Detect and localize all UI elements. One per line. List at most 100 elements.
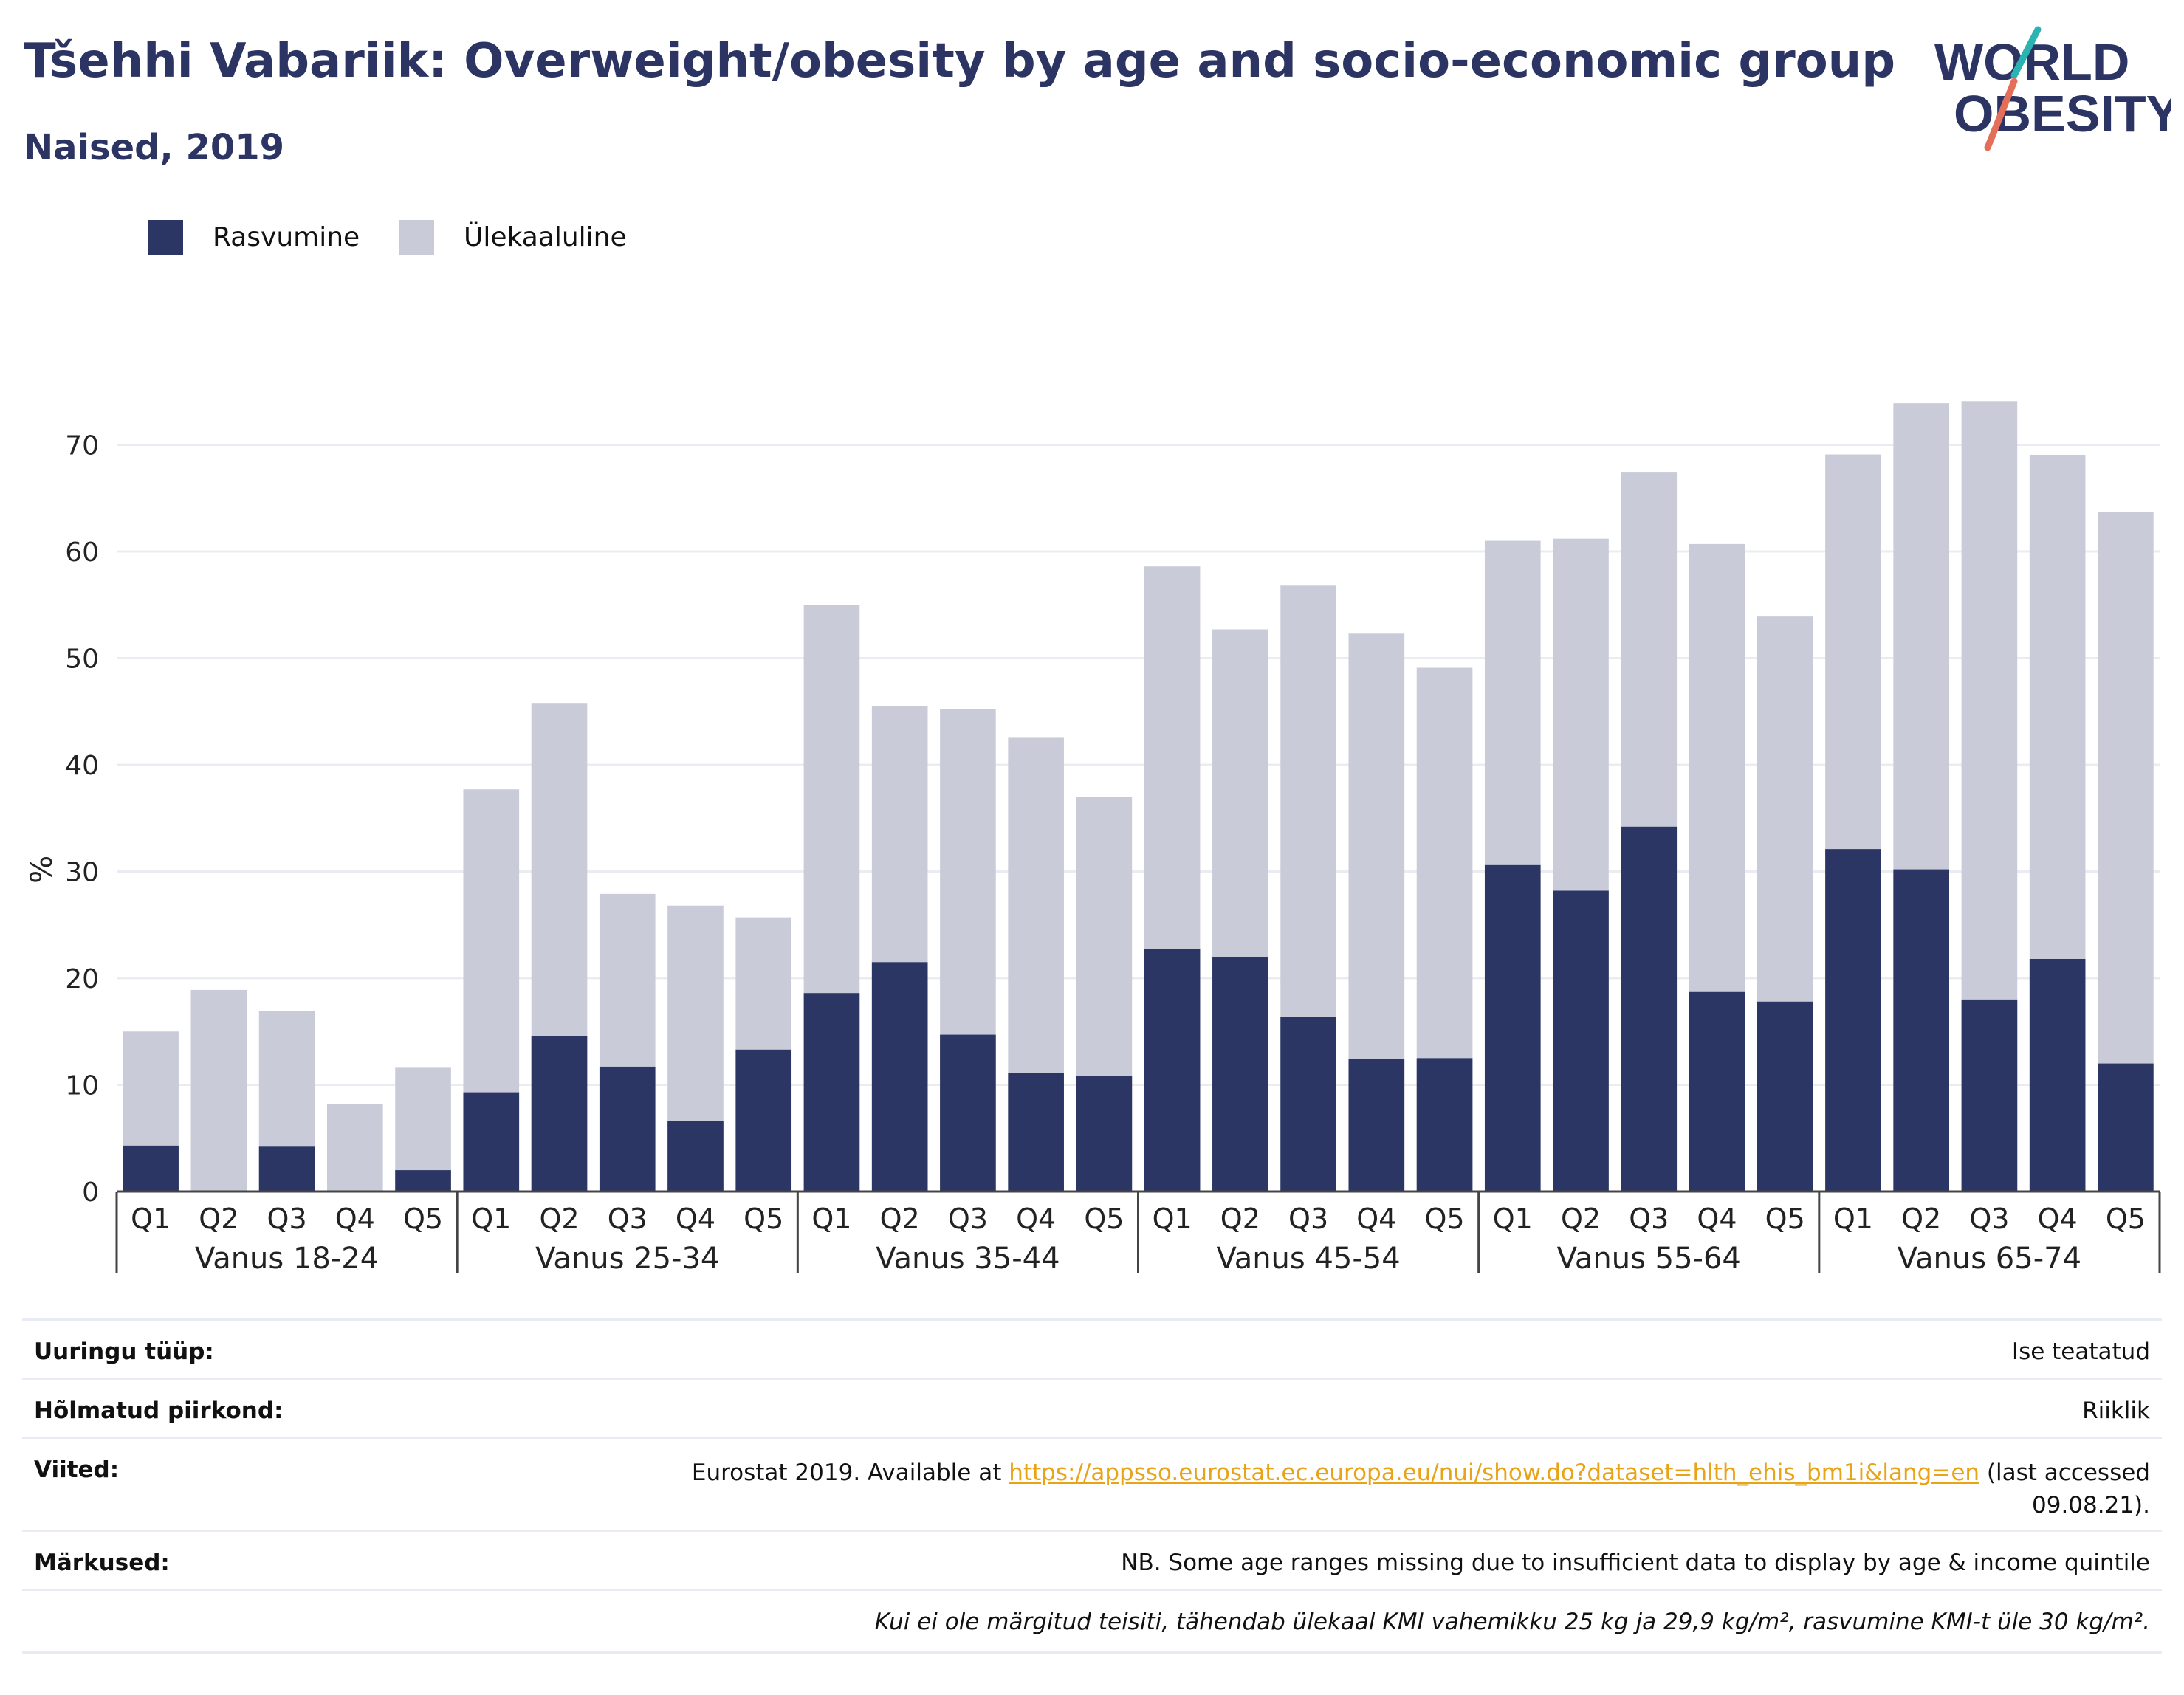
bar-rasvumine: [667, 1121, 724, 1192]
y-tick-label: 70: [65, 431, 99, 461]
x-group-label: Vanus 55-64: [1557, 1242, 1741, 1276]
bar-rasvumine: [2029, 958, 2086, 1192]
meta-row-definition: Kui ei ole märgitud teisiti, tähendab ül…: [22, 1589, 2162, 1654]
bar-rasvumine: [599, 1066, 656, 1192]
bar-rasvumine: [1144, 949, 1201, 1192]
x-tick-label: Q5: [1084, 1203, 1124, 1235]
x-tick-label: Q4: [676, 1203, 715, 1235]
bar-chart: 0 10 20 30 40 50 60 70% Q1 Q2 Q3 Q4 Q5 Vanus 18-24 Q1 Q…: [25, 401, 2161, 1276]
bar-rasvumine: [1757, 1001, 1813, 1192]
bar-rasvumine: [1689, 991, 1745, 1192]
meta-value-notes: NB. Some age ranges missing due to insuf…: [1121, 1550, 2150, 1576]
bar-rasvumine: [940, 1034, 996, 1192]
meta-row-references: Viited: Eurostat 2019. Available at http…: [22, 1437, 2162, 1532]
x-tick-label: Q4: [335, 1203, 375, 1235]
x-tick-label: Q4: [1356, 1203, 1396, 1235]
bar-ulekaaluline: [327, 1104, 383, 1192]
x-tick-label: Q1: [1493, 1203, 1533, 1235]
y-tick-label: 50: [65, 644, 99, 675]
meta-value-references: Eurostat 2019. Available at https://apps…: [692, 1457, 2150, 1522]
x-tick-label: Q2: [880, 1203, 920, 1235]
meta-key-notes: Märkused:: [34, 1550, 170, 1576]
y-tick-label: 30: [65, 858, 99, 888]
logo-slash-teal: [2010, 26, 2042, 79]
chart-title: Tšehhi Vabariik: Overweight/obesity by a…: [24, 34, 1896, 89]
x-group-label: Vanus 35-44: [876, 1242, 1060, 1276]
x-tick-label: Q3: [1288, 1203, 1328, 1235]
reference-suffix: (last accessed: [1979, 1460, 2150, 1486]
meta-key-references: Viited:: [34, 1457, 120, 1483]
x-tick-label: Q2: [199, 1203, 238, 1235]
reference-link[interactable]: https://appsso.eurostat.ec.europa.eu/nui…: [1009, 1460, 1980, 1486]
reference-line2: 09.08.21).: [2032, 1492, 2150, 1519]
y-tick-label: 10: [65, 1071, 99, 1101]
legend-item-rasvumine[interactable]: Rasvumine: [148, 214, 369, 258]
x-tick-label: Q1: [811, 1203, 851, 1235]
x-tick-label: Q4: [1697, 1203, 1737, 1235]
bar-rasvumine: [2098, 1063, 2154, 1192]
legend-label-ulekaaluline: Ülekaaluline: [464, 222, 627, 252]
bar-rasvumine: [1621, 826, 1678, 1192]
bar-rasvumine: [1280, 1017, 1336, 1192]
y-axis-label: %: [25, 856, 59, 884]
x-tick-label: Q2: [1901, 1203, 1941, 1235]
x-tick-label: Q3: [608, 1203, 648, 1235]
bar-rasvumine: [735, 1049, 792, 1192]
meta-value-definition: Kui ei ole märgitud teisiti, tähendab ül…: [874, 1609, 2150, 1635]
bar-rasvumine: [123, 1145, 179, 1192]
x-group-label: Vanus 65-74: [1898, 1242, 2081, 1276]
bar-rasvumine: [1484, 864, 1541, 1192]
x-tick-label: Q2: [1561, 1203, 1601, 1235]
y-tick-label: 0: [82, 1177, 99, 1208]
meta-value-survey-type: Ise teatatud: [2011, 1338, 2150, 1365]
x-tick-label: Q3: [1969, 1203, 2009, 1235]
reference-prefix: Eurostat 2019. Available at: [691, 1460, 1009, 1486]
legend-swatch-rasvumine: [148, 220, 183, 255]
x-tick-label: Q3: [267, 1203, 307, 1235]
x-tick-label: Q1: [1833, 1203, 1873, 1235]
meta-key-survey-type: Uuringu tüüp:: [34, 1338, 214, 1365]
meta-row-region: Hõlmatud piirkond: Riiklik: [22, 1378, 2162, 1439]
bar-rasvumine: [463, 1092, 520, 1192]
logo-word-2: OBESITY: [1954, 85, 2171, 142]
x-tick-label: Q1: [471, 1203, 511, 1235]
meta-row-notes: Märkused: NB. Some age ranges missing du…: [22, 1530, 2162, 1591]
legend-swatch-ulekaaluline: [399, 220, 434, 255]
x-tick-label: Q1: [1153, 1203, 1192, 1235]
bar-rasvumine: [531, 1036, 588, 1192]
y-tick-label: 60: [65, 537, 99, 568]
x-tick-label: Q2: [539, 1203, 579, 1235]
x-tick-label: Q2: [1220, 1203, 1260, 1235]
chart-subtitle: Naised, 2019: [24, 127, 285, 168]
x-tick-label: Q1: [131, 1203, 171, 1235]
bar-rasvumine: [1825, 849, 1881, 1192]
legend-label-rasvumine: Rasvumine: [213, 222, 360, 252]
legend-item-ulekaaluline[interactable]: Ülekaaluline: [399, 214, 635, 258]
x-group-label: Vanus 45-54: [1216, 1242, 1400, 1276]
bar-rasvumine: [1893, 869, 1949, 1192]
x-tick-label: Q3: [1629, 1203, 1669, 1235]
x-tick-label: Q5: [744, 1203, 783, 1235]
x-group-label: Vanus 18-24: [195, 1242, 379, 1276]
bar-rasvumine: [258, 1146, 315, 1192]
y-tick-label: 40: [65, 751, 99, 781]
meta-key-region: Hõlmatud piirkond:: [34, 1397, 284, 1424]
y-tick-label: 20: [65, 964, 99, 994]
bar-rasvumine: [1416, 1058, 1473, 1192]
world-obesity-logo: WORLD OBESITY: [1934, 26, 2171, 151]
bar-rasvumine: [395, 1170, 451, 1192]
meta-row-survey-type: Uuringu tüüp: Ise teatatud: [22, 1318, 2162, 1380]
x-tick-label: Q5: [403, 1203, 443, 1235]
bar-ulekaaluline: [190, 989, 247, 1192]
x-tick-label: Q5: [1425, 1203, 1465, 1235]
bar-rasvumine: [1076, 1076, 1133, 1192]
bar-rasvumine: [1553, 890, 1609, 1192]
bar-rasvumine: [1961, 999, 2018, 1192]
x-tick-label: Q4: [1016, 1203, 1056, 1235]
bar-rasvumine: [1008, 1073, 1064, 1192]
bar-rasvumine: [1348, 1059, 1405, 1192]
x-tick-label: Q4: [2038, 1203, 2078, 1235]
logo-slash-coral: [1984, 78, 2018, 151]
meta-value-region: Riiklik: [2082, 1397, 2150, 1424]
x-group-label: Vanus 25-34: [535, 1242, 719, 1276]
